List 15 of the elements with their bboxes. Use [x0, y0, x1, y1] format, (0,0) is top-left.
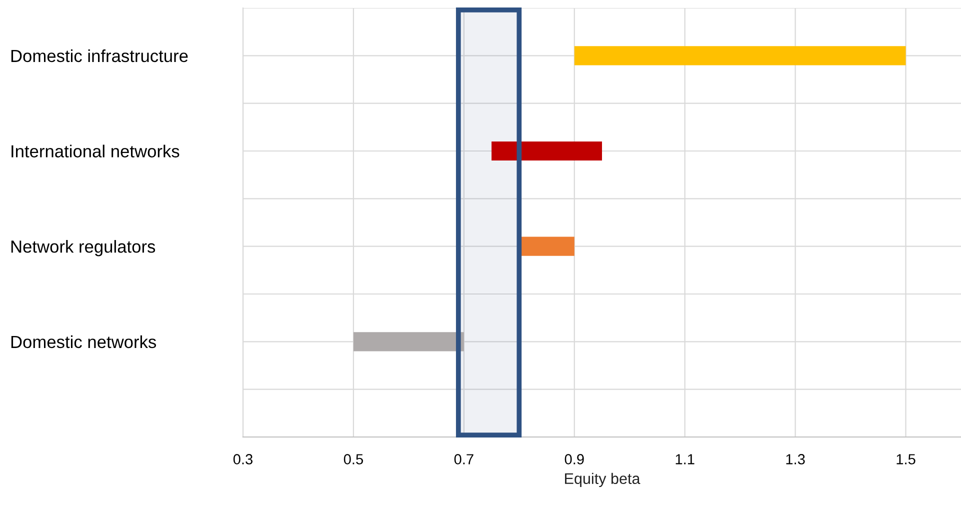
bar: [574, 46, 906, 66]
bar: [492, 141, 602, 161]
x-tick-label: 1.5: [896, 454, 916, 464]
y-tick-label: International networks: [12, 144, 180, 158]
y-tick-label: Domestic networks: [11, 335, 156, 348]
x-tick-label: 0.3: [233, 454, 252, 464]
x-tick-label: 0.9: [564, 454, 584, 464]
x-tick-label: 1.3: [786, 454, 805, 464]
x-tick-label: 0.7: [454, 454, 474, 464]
x-tick-label: 0.5: [344, 454, 363, 464]
x-axis-title: Equity beta: [565, 472, 640, 488]
x-tick-label: 1.1: [676, 454, 694, 464]
bar: [353, 332, 464, 352]
y-tick-label: Domestic infrastructure: [11, 49, 188, 62]
y-tick-label: Network regulators: [11, 240, 156, 256]
